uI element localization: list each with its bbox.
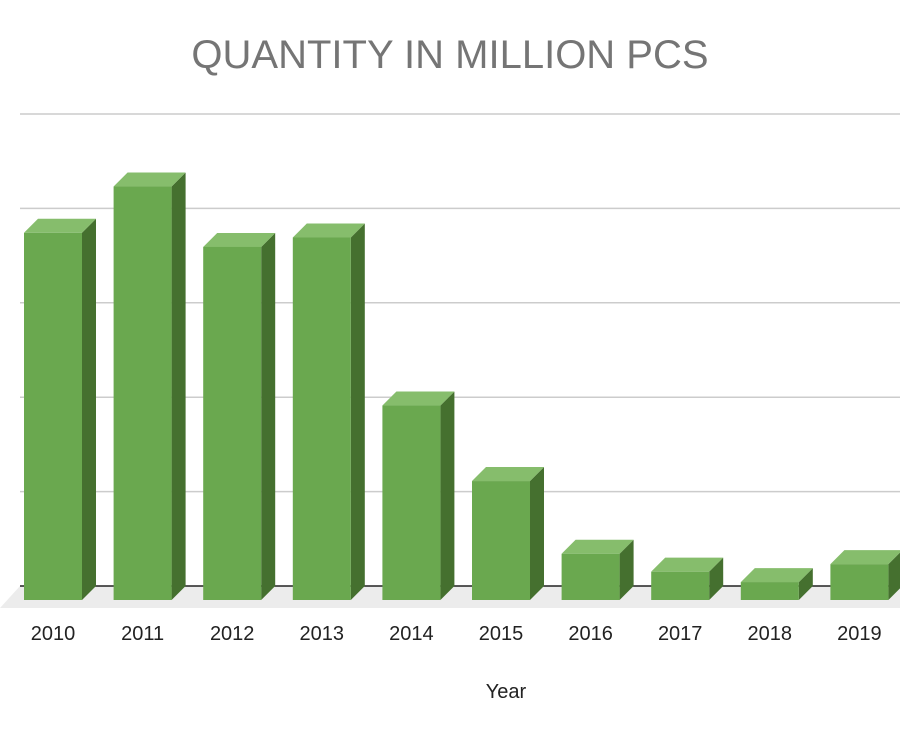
x-tick-label: 2015 [479, 623, 524, 645]
bar-2016 [561, 539, 634, 600]
bar-front-face [24, 232, 82, 600]
bar-2011 [113, 172, 186, 600]
bar-top-face [740, 568, 813, 583]
bar-top-face [561, 539, 634, 554]
bar-front-face [113, 186, 172, 600]
x-tick-label: 2019 [837, 623, 882, 645]
bar-top-face [382, 391, 455, 406]
x-tick-label: 2018 [748, 623, 793, 645]
x-axis-label: Year [486, 681, 527, 703]
x-tick-labels: 2010 2011 2012 2013 2014 2015 2016 2017 2018 2019 [31, 623, 882, 645]
bar-front-face [830, 564, 889, 600]
bar-side-face [798, 568, 813, 600]
bar-2012 [203, 232, 276, 600]
x-tick-label: 2014 [389, 623, 434, 645]
bar-side-face [440, 391, 455, 600]
bar-top-face [472, 467, 544, 482]
bar-front-face [472, 481, 530, 600]
bar-front-face [740, 582, 799, 600]
bar-2018 [740, 568, 813, 600]
bar-side-face [709, 557, 724, 600]
x-tick-label: 2016 [568, 623, 613, 645]
bar-top-face [651, 557, 724, 572]
chart-title: QUANTITY IN MILLION PCS [191, 33, 708, 77]
bar-2013 [292, 223, 365, 600]
bar-side-face [171, 172, 186, 600]
bar-top-face [203, 232, 276, 247]
bar-front-face [203, 246, 262, 600]
bars [24, 172, 900, 600]
x-tick-label: 2017 [658, 623, 703, 645]
bar-top-face [24, 218, 96, 233]
bar-2010 [24, 218, 96, 600]
bar-front-face [382, 405, 441, 600]
bar-side-face [82, 218, 96, 600]
bar-front-face [651, 571, 710, 600]
bar-side-face [530, 467, 544, 600]
bar-2014 [382, 391, 455, 600]
bar-top-face [830, 550, 900, 565]
x-tick-label: 2010 [31, 623, 76, 645]
bar-top-face [292, 223, 365, 238]
bar-side-face [619, 539, 634, 600]
bar-2017 [651, 557, 724, 600]
bar-top-face [113, 172, 186, 187]
x-tick-label: 2013 [300, 623, 345, 645]
bar-front-face [292, 237, 351, 600]
bar-front-face [561, 553, 620, 600]
x-tick-label: 2012 [210, 623, 255, 645]
x-tick-label: 2011 [121, 623, 164, 645]
bar-side-face [888, 552, 900, 600]
bar-side-face [261, 232, 276, 600]
bar-side-face [350, 223, 365, 600]
bar-2015 [472, 467, 544, 600]
bar-2019 [830, 550, 900, 600]
